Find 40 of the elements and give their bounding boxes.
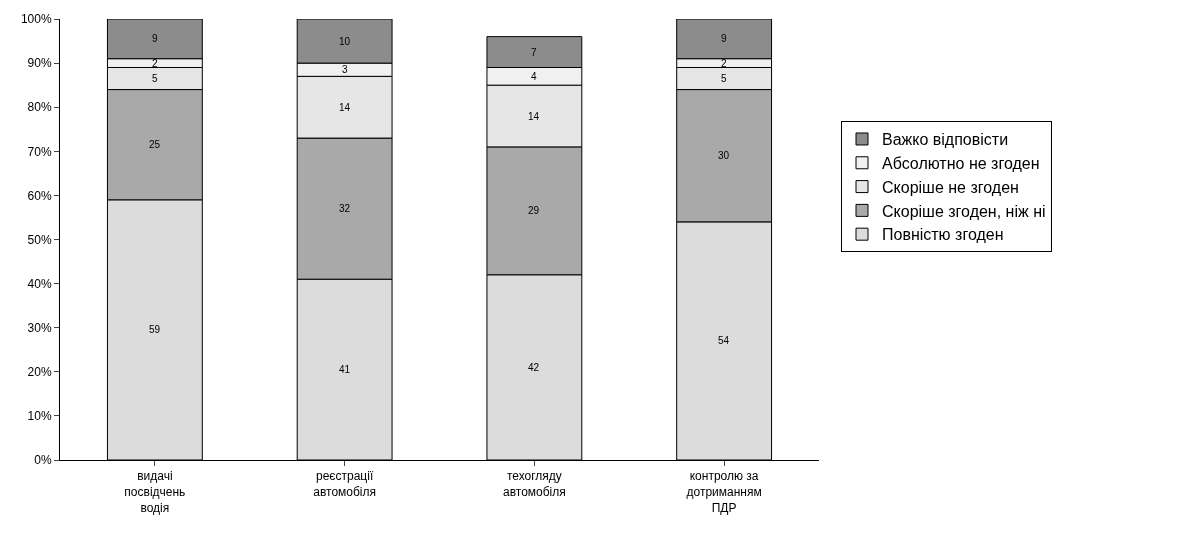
legend-label: Скоріше згоден, ніж ні <box>882 202 1046 220</box>
y-tick-label: 60% <box>27 188 52 203</box>
data-label: 5 <box>152 73 158 84</box>
y-tick-label: 40% <box>27 276 52 291</box>
data-label: 2 <box>152 58 158 69</box>
data-label: 9 <box>152 33 158 44</box>
data-label: 41 <box>339 364 351 375</box>
data-label: 4 <box>531 71 537 82</box>
data-label: 3 <box>342 64 348 75</box>
x-tick-label: техогляду автомобіля <box>502 469 566 499</box>
data-label: 2 <box>721 58 727 69</box>
y-tick-label: 0% <box>34 453 52 468</box>
legend-label: Важко відповісти <box>882 131 1009 149</box>
data-label: 29 <box>528 205 540 216</box>
x-tick-label: видачі посвідчень водія <box>124 469 186 515</box>
data-label: 14 <box>339 102 351 113</box>
y-tick-label: 90% <box>27 56 52 71</box>
legend-label: Абсолютно не згоден <box>882 155 1040 173</box>
y-tick-label: 20% <box>27 365 52 379</box>
data-label: 7 <box>531 47 537 58</box>
x-tick-label: контролю за дотриманням ПДР <box>686 469 762 515</box>
y-tick-label: 10% <box>27 409 52 424</box>
x-tick-label: реєстрації автомобіля <box>313 469 377 499</box>
data-label: 14 <box>528 111 540 122</box>
y-tick-label: 30% <box>27 320 52 335</box>
y-tick-label: 50% <box>27 232 52 247</box>
data-label: 10 <box>339 36 351 47</box>
y-tick-label: 80% <box>27 100 52 115</box>
data-label: 59 <box>149 324 161 335</box>
data-label: 32 <box>339 203 351 214</box>
data-label: 25 <box>149 139 161 150</box>
y-tick-label: 70% <box>27 144 52 159</box>
data-label: 42 <box>528 362 540 373</box>
data-label: 5 <box>721 73 727 84</box>
legend-label: Скоріше не згоден <box>882 178 1019 196</box>
legend-label: Повністю згоден <box>882 226 1004 244</box>
y-tick-label: 100% <box>20 12 52 27</box>
data-label: 54 <box>718 335 730 346</box>
data-label: 9 <box>721 33 727 44</box>
data-label: 30 <box>718 150 730 161</box>
